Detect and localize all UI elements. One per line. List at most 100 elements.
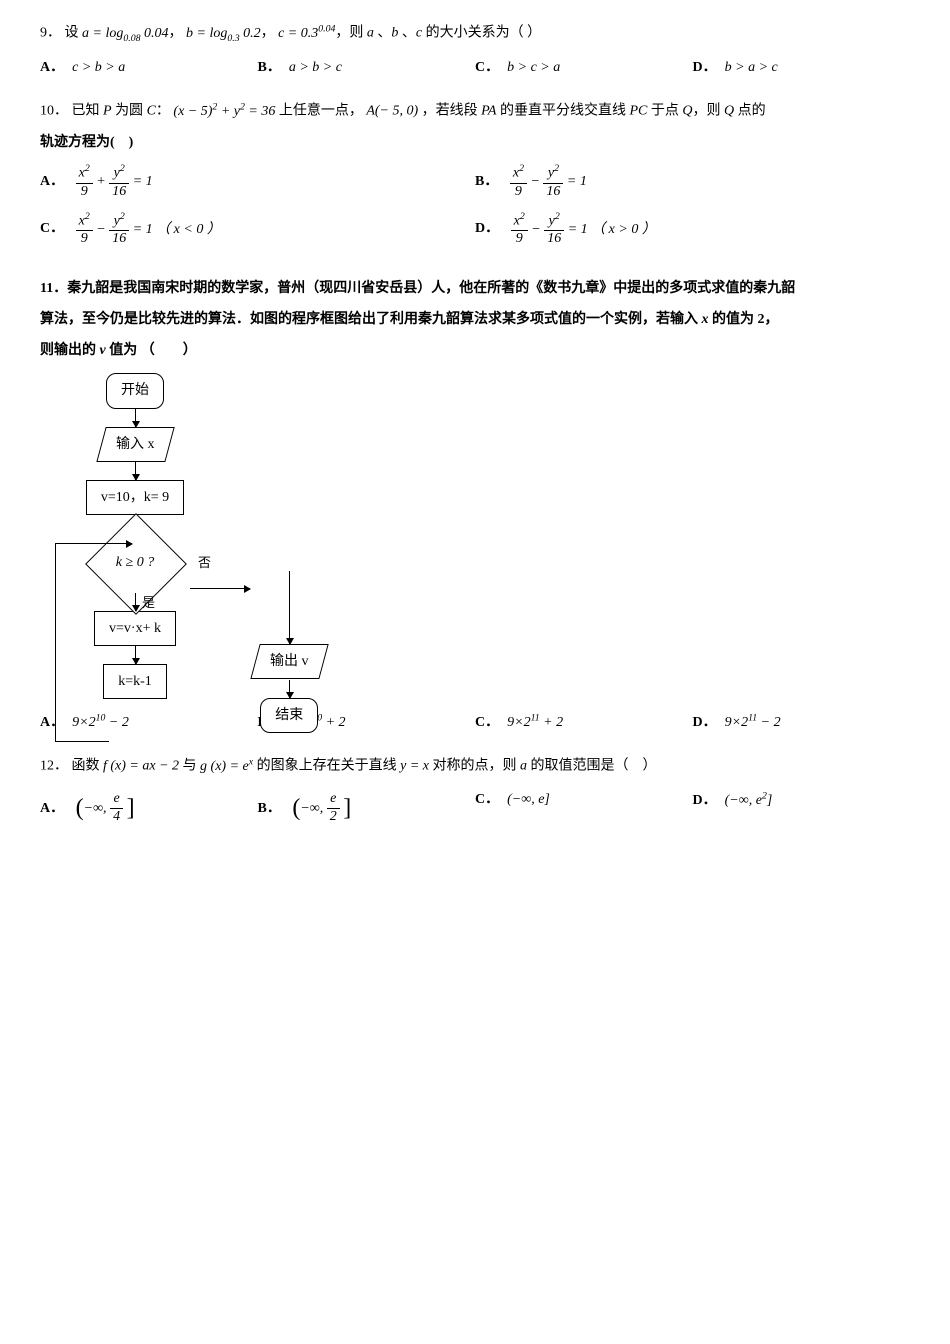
q12-mid1: 与 [183,759,201,774]
q9-number: 9． [40,26,61,41]
interval-pre: −∞, [300,801,326,816]
fc-step1-text: v=v·x+ k [109,621,161,636]
q11-opt-d-text: 9×211 − 2 [725,715,781,730]
q11-opt-a-text: 9×210 − 2 [72,715,129,730]
fc-step1: v=v·x+ k [94,611,176,646]
label-d: D． [693,793,717,808]
q11-p3-pre: 则输出的 [40,343,100,358]
question-12: 12． 函数 f (x) = ax − 2 与 g (x) = ex 的图象上存… [40,753,910,830]
arrow-icon [135,462,136,480]
label-c: C． [475,792,499,807]
q12-pre: 函数 [72,759,104,774]
op: + [96,174,105,189]
q10-line1-mid: 上任意一点， [279,104,363,119]
fc-step2: k=k-1 [103,664,167,699]
q12-opt-b: B． (−∞, e2 ] [258,787,476,830]
q11-opt-c: C．9×211 + 2 [475,709,693,735]
q12-opt-a: A． ((−∞,−∞, e4 ] [40,787,258,830]
rhs: = 1 [133,221,153,236]
q10-stem-line2: 轨迹方程为( ) [40,130,910,155]
question-10: 10． 已知 P 为圆 C： (x − 5)2 + y2 = 36 上任意一点，… [40,98,910,258]
fc-cond-text: k ≥ 0 ? [80,533,190,593]
q10-opt-a: A． x29 + y216 = 1 [40,163,475,200]
frac-n: y2 [544,211,564,231]
q12-stem: 12． 函数 f (x) = ax − 2 与 g (x) = ex 的图象上存… [40,753,910,779]
label-a: A． [40,715,64,730]
q11-flowchart: 开始 输入 x v=10，k= 9 k ≥ 0 ? 否 是 v=v·x+ k k… [80,373,910,699]
q11-p2: 算法，至今仍是比较先进的算法．如图的程序框图给出了利用秦九韶算法求某多项式值的一… [40,307,910,332]
q10-line1-post: ，若线段 PA 的垂直平分线交直线 PC 于点 Q，则 Q 点的 [422,104,766,119]
fc-input-text: 输入 x [116,432,155,457]
frac-d: 16 [543,184,563,201]
op: − [531,221,540,236]
q11-p2-post: 的值为 2， [709,312,779,327]
q12-post: 对称的点，则 a 的取值范围是（ ） [432,759,656,774]
label-c: C． [40,221,64,236]
frac-d: 4 [110,809,123,826]
frac-d: 2 [327,809,340,826]
op: − [530,174,539,189]
rhs: = 1 [133,174,153,189]
arrow-icon [135,593,136,611]
frac-n: y2 [543,163,563,183]
q11-paren: （ ） [141,343,197,358]
label-a: A． [40,60,64,75]
fc-yes-label: 是 [142,591,155,614]
frac-n: x2 [76,163,93,183]
q10-b-frac1: x29 [510,163,527,200]
rhs: = 1 [568,221,588,236]
cond: （ x > 0 ） [591,221,656,236]
q9-opt-c: C．b > c > a [475,55,693,80]
q12-opt-c-text: (−∞, e] [507,792,550,807]
q10-d-frac1: x29 [511,211,528,248]
q12-line: y = x [400,759,429,774]
frac-n: e [110,791,123,809]
q12-options: A． ((−∞,−∞, e4 ] B． (−∞, e2 ] C．(−∞, e] … [40,787,910,830]
fc-no-branch [190,588,250,589]
label-d: D． [475,221,499,236]
q12-b-frac: e2 [327,791,340,826]
q10-d-frac2: y216 [544,211,564,248]
q9-prefix: 设 [65,26,79,41]
q10-opt-d: D． x29 − y216 = 1 （ x > 0 ） [475,211,910,248]
q10-b-frac2: y216 [543,163,563,200]
bracket-open: ( [76,795,84,821]
fc-cond: k ≥ 0 ? 否 是 [80,533,190,593]
q11-opt-d: D．9×211 − 2 [693,709,911,735]
label-c: C． [475,60,499,75]
q9-suffix: ，则 a 、b 、c 的大小关系为（ ） [335,26,541,41]
frac-n: x2 [511,211,528,231]
frac-d: 9 [510,184,527,201]
q11-p3: 则输出的 v 值为 （ ） [40,338,910,363]
q9-expr-a: a = log0.08 0.04 [82,26,169,41]
arrow-icon [289,680,290,698]
q12-f: f (x) = ax − 2 [103,759,179,774]
bracket-close: ] [127,795,135,821]
q9-opt-d-text: b > a > c [725,60,778,75]
q10-c-frac2: y216 [109,211,129,248]
frac-d: 9 [511,231,528,248]
frac-d: 16 [544,231,564,248]
arrow-icon [289,626,290,644]
arrow-icon [135,409,136,427]
q10-a-frac2: y216 [109,163,129,200]
fc-left-col: 开始 输入 x v=10，k= 9 k ≥ 0 ? 否 是 v=v·x+ k k… [80,373,190,699]
q10-number: 10． [40,104,68,119]
q12-a-frac: e4 [110,791,123,826]
q11-p1-text: 秦九韶是我国南宋时期的数学家，普州（现四川省安岳县）人，他在所著的《数书九章》中… [67,281,795,296]
label-a: A． [40,174,64,189]
q11-p2-x: x [702,312,709,327]
question-11: 11．秦九韶是我国南宋时期的数学家，普州（现四川省安岳县）人，他在所著的《数书九… [40,276,910,735]
cond: （ x < 0 ） [156,221,221,236]
q12-opt-d-text: (−∞, e2] [725,793,773,808]
fc-output: 输出 v [250,644,328,679]
line-icon [289,571,290,626]
q10-opt-c: C． x29 − y216 = 1 （ x < 0 ） [40,211,475,248]
rhs: = 1 [567,174,587,189]
fc-right-col: 输出 v 结束 [255,571,324,732]
q10-c-frac1: x29 [76,211,93,248]
q11-p1: 11．秦九韶是我国南宋时期的数学家，普州（现四川省安岳县）人，他在所著的《数书九… [40,276,910,301]
q9-opt-a-text: c > b > a [72,60,125,75]
q11-options: A．9×210 − 2 B．9×210 + 2 C．9×211 + 2 D．9×… [40,709,910,735]
q12-mid2: 的图象上存在关于直线 [257,759,401,774]
